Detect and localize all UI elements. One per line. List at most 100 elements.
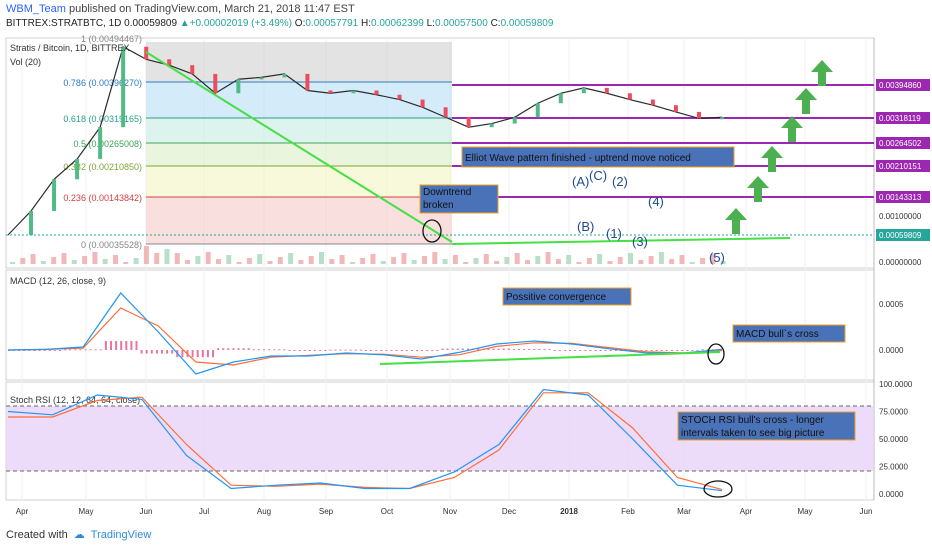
- macd-hist-bar: [227, 348, 230, 350]
- volume-bar: [82, 256, 88, 264]
- macd-hist-bar: [201, 350, 204, 358]
- volume-bar: [483, 254, 489, 264]
- fib-zone-3: [146, 118, 452, 143]
- time-label-jun: Jun: [860, 507, 873, 516]
- volume-bar: [30, 254, 36, 264]
- volume-bar: [308, 256, 314, 264]
- price-series-line: [7, 45, 723, 236]
- volume-bar: [597, 254, 603, 264]
- brand-link[interactable]: TradingView: [90, 529, 152, 541]
- downtrend-line[interactable]: [145, 51, 453, 243]
- stoch-axis[interactable]: 100.0000 75.0000 50.0000 25.0000 0.0000: [879, 380, 913, 499]
- ohlc-bar: BITTREX:STRATBTC, 1D 0.00059809 ▲+0.0000…: [6, 18, 553, 29]
- stoch-box[interactable]: [677, 411, 856, 441]
- volume-bar: [246, 258, 252, 264]
- volume-bar: [669, 259, 675, 264]
- fib-label-0.786: 0.786 (0.00396270): [63, 78, 142, 88]
- candle: [236, 79, 241, 94]
- time-label-mar: Mar: [677, 507, 691, 516]
- macd-cross-box[interactable]: [732, 324, 846, 343]
- macd-axis[interactable]: 0.0005 0.0000: [879, 300, 904, 355]
- macd-hist-bar: [681, 350, 684, 351]
- chart-canvas[interactable]: 0.786 (0.00396270)0.618 (0.00319165)0.5 …: [0, 34, 932, 524]
- footer: Created with ☁ TradingView: [6, 528, 151, 541]
- convergence-box[interactable]: [502, 287, 632, 306]
- macd-hist-bar: [53, 350, 56, 351]
- candle: [213, 73, 218, 94]
- volume-bar: [360, 258, 366, 264]
- volume-bar: [257, 254, 263, 264]
- volume-bar: [473, 258, 479, 264]
- macd-hist-bar: [528, 348, 531, 350]
- elliot-box[interactable]: [461, 146, 735, 168]
- macd-hist-bar: [589, 350, 592, 351]
- volume-bar: [720, 261, 726, 264]
- macd-hist-bar: [94, 349, 97, 351]
- stoch-axis-label: 100.0000: [879, 380, 913, 389]
- macd-hist-bar: [288, 350, 291, 351]
- macd-hist-bar: [497, 348, 500, 350]
- symbol-label: BITTREX:STRATBTC, 1D: [6, 18, 122, 29]
- volume-bar: [494, 261, 500, 264]
- price-tag-0: [876, 79, 930, 91]
- tradingview-logo-icon[interactable]: ☁: [73, 529, 85, 541]
- volume-bar: [380, 261, 386, 264]
- macd-hist-bar: [492, 348, 495, 350]
- time-label-apr: Apr: [16, 507, 29, 516]
- volume-bar: [174, 253, 180, 264]
- stoch-k-line: [7, 388, 723, 492]
- macd-hist-bar: [263, 349, 265, 351]
- volume-bar: [566, 255, 572, 264]
- macd-convergence-line[interactable]: [379, 351, 721, 365]
- wave-label: (A): [572, 174, 589, 189]
- macd-hist-bar: [354, 349, 357, 351]
- macd-hist-bar: [257, 349, 260, 351]
- volume-bar: [628, 253, 633, 264]
- up-arrow-icon: [747, 176, 769, 202]
- candle: [443, 107, 448, 118]
- volume-bar: [370, 254, 376, 264]
- volume-bar: [329, 259, 335, 264]
- downtrend-label-1: Downtrend: [423, 187, 471, 198]
- time-label-nov: Nov: [443, 507, 457, 516]
- candle: [673, 105, 678, 112]
- macd-hist-bar: [349, 349, 352, 351]
- low-value: 0.00057500: [434, 18, 488, 29]
- volume-bar: [700, 258, 706, 264]
- candle: [604, 87, 609, 94]
- macd-hist-bar: [579, 350, 582, 351]
- macd-hist-bar: [446, 348, 449, 350]
- time-axis[interactable]: Apr May Jun Jul Aug Sep Oct Nov Dec 2018 Feb Mar Apr…: [16, 507, 873, 516]
- price-axis[interactable]: 0.00394860 0.00318119 0.00264502 0.00210151…: [876, 79, 930, 267]
- downtrend-box[interactable]: [419, 184, 499, 214]
- macd-hist-bar: [645, 350, 648, 351]
- stoch-label-2: intervals taken to see big picture: [681, 428, 825, 439]
- macd-hist-bar: [507, 348, 510, 350]
- macd-hist-bar: [298, 350, 301, 351]
- macd-hist-bar: [110, 341, 112, 350]
- author-link[interactable]: WBM_Team: [6, 3, 66, 15]
- macd-hist-bar: [686, 350, 689, 351]
- macd-hist-bar: [461, 348, 464, 350]
- up-triangle-icon: ▲: [179, 18, 190, 29]
- macd-hist-bar: [640, 350, 643, 351]
- volume-bar: [638, 260, 644, 264]
- volume-bar: [617, 257, 623, 264]
- time-label-oct: Oct: [381, 507, 394, 516]
- macd-hist-bar: [467, 348, 469, 350]
- macd-hist-bar: [655, 350, 658, 351]
- macd-hist-bar: [278, 349, 281, 351]
- macd-hist-bar: [676, 350, 679, 351]
- macd-hist-bar: [308, 350, 311, 351]
- publish-info: WBM_Team published on TradingView.com, M…: [6, 3, 355, 15]
- macd-hist-bar: [155, 350, 158, 354]
- macd-hist-bar: [441, 348, 444, 350]
- support-line[interactable]: [451, 237, 791, 245]
- macd-hist-bar: [395, 350, 398, 351]
- wave-labels: (A) (C) (2) (B) (1) (3) (4) (5): [572, 168, 725, 265]
- macd-hist-bar: [650, 350, 653, 351]
- wave-label: (B): [577, 219, 594, 234]
- candle: [397, 94, 402, 100]
- macd-hist-bar: [89, 349, 92, 351]
- macd-hist-bar: [431, 350, 434, 352]
